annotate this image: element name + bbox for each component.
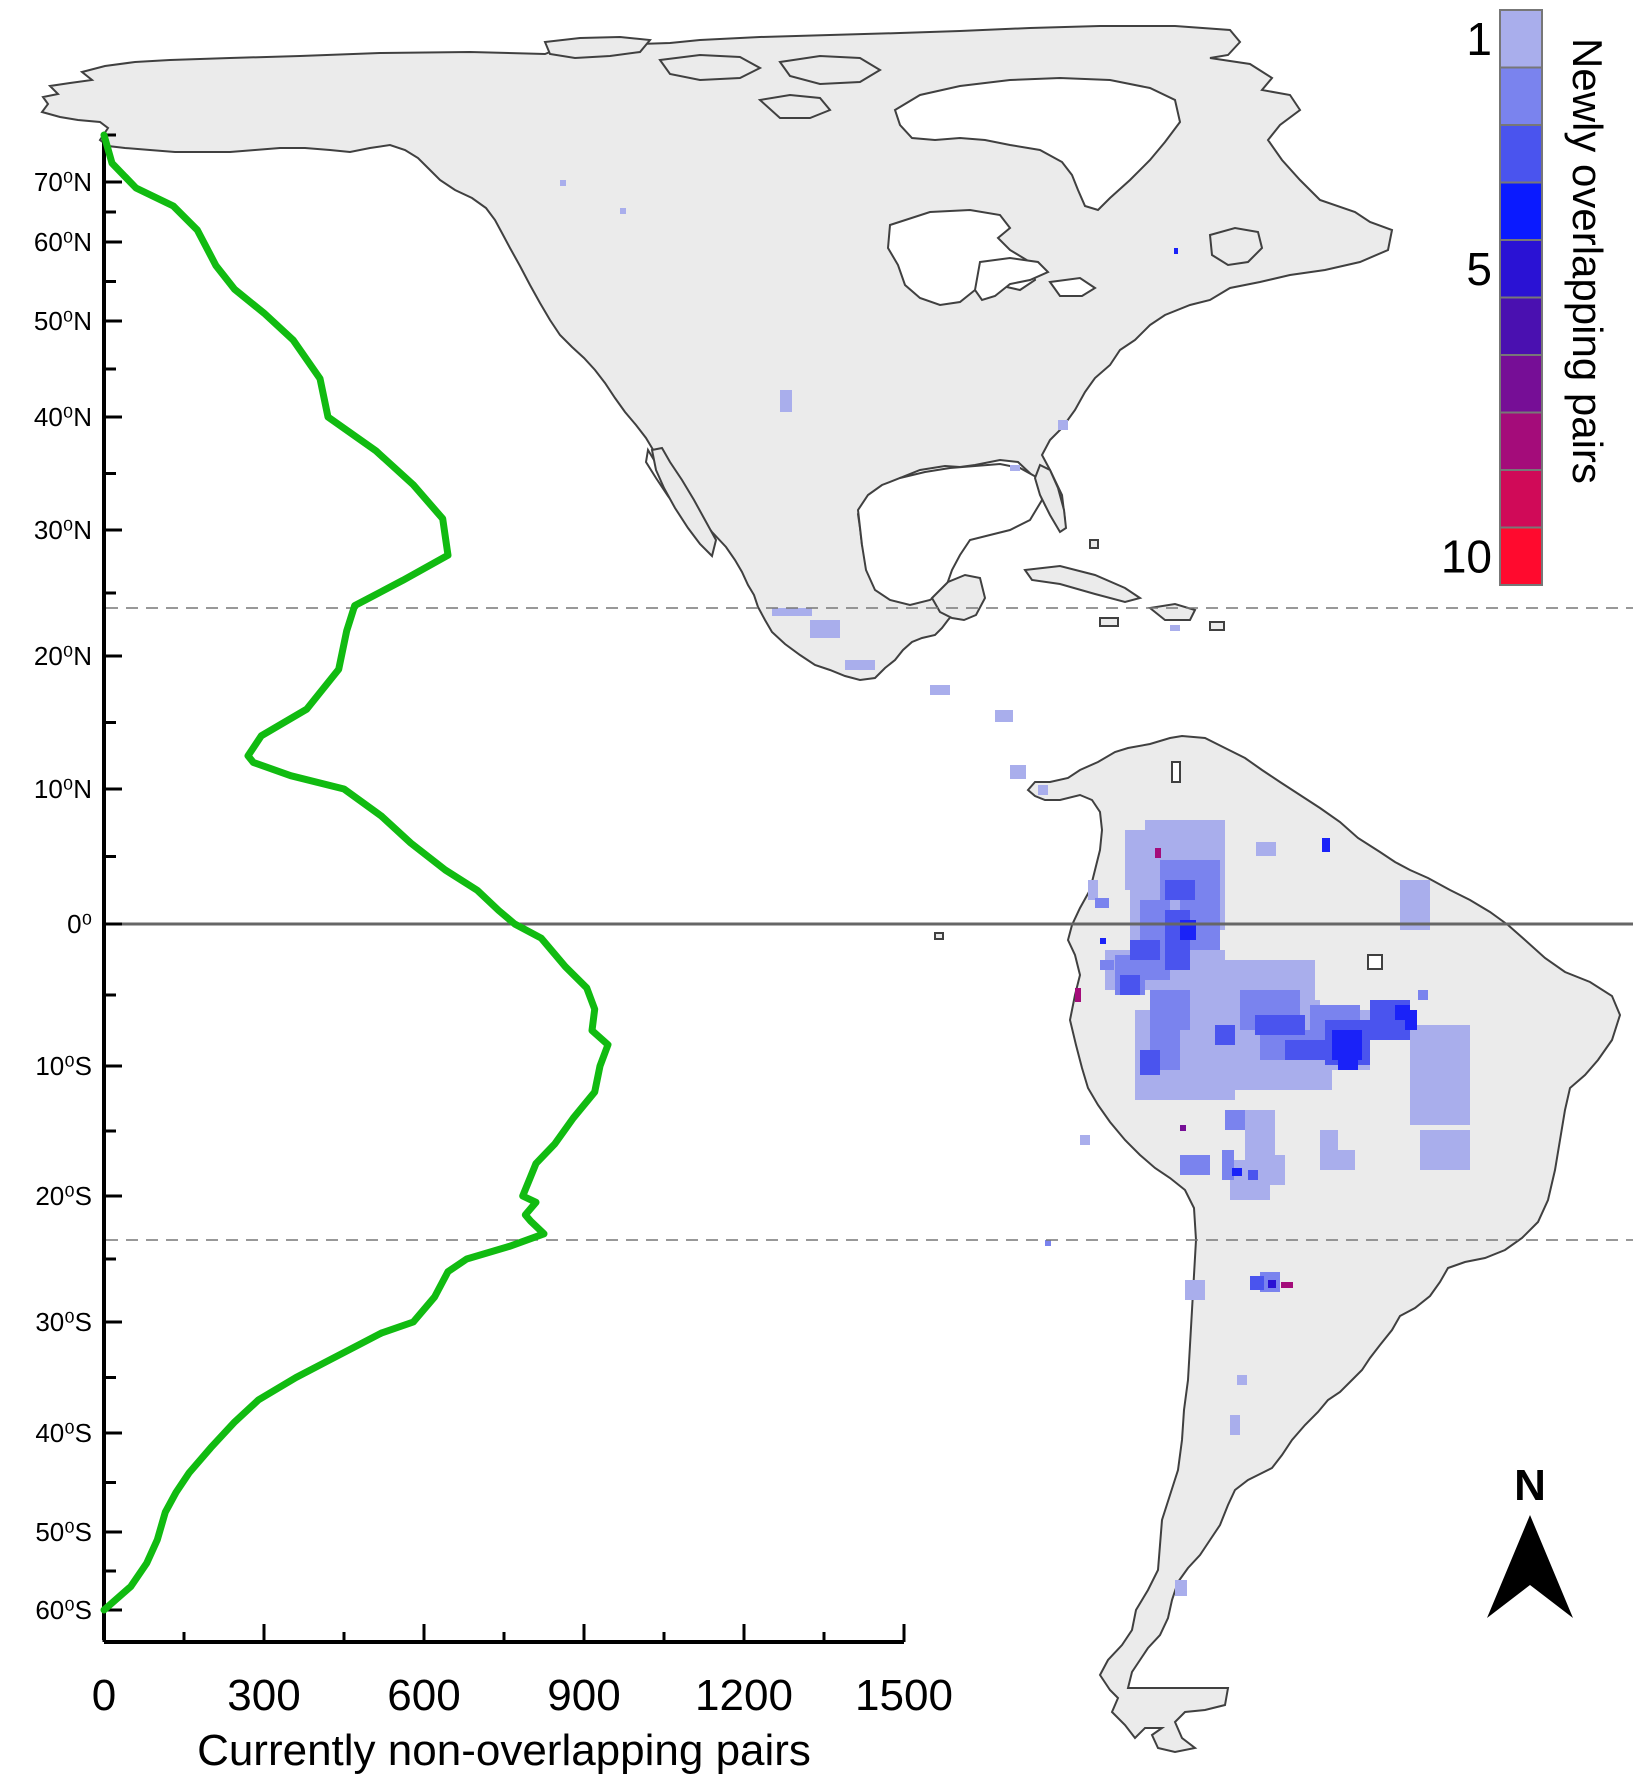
x-tick-label: 0: [92, 1671, 116, 1720]
legend-swatch: [1499, 526, 1543, 586]
x-tick-label: 1500: [855, 1671, 953, 1720]
legend-tick-label: 1: [1466, 13, 1492, 65]
latitude-label: 60⁰N: [34, 227, 92, 257]
newfoundland-island: [1208, 226, 1264, 267]
hispaniola-island: [1147, 602, 1197, 621]
marajo-island: [1367, 954, 1383, 970]
latitude-label: 50⁰N: [34, 306, 92, 336]
legend-swatch: [1499, 469, 1543, 529]
north-label: N: [1514, 1461, 1546, 1510]
arctic-island: [658, 53, 763, 82]
greenland: [893, 76, 1182, 212]
series-line: [100, 131, 612, 1614]
map: [40, 25, 1622, 1754]
latitude-label: 70⁰N: [34, 167, 92, 197]
latitude-label: 20⁰N: [34, 641, 92, 671]
latitude-label: 30⁰N: [34, 515, 92, 545]
north-arrow: N: [1487, 1461, 1573, 1618]
legend-swatch: [1499, 181, 1543, 241]
great-lakes: [973, 256, 1050, 302]
great-lakes: [1048, 276, 1097, 297]
arctic-island: [543, 35, 652, 60]
arctic-island: [757, 93, 832, 119]
north-arrow-icon: [1487, 1515, 1573, 1618]
latitude-label: 0⁰: [67, 909, 92, 939]
cuba-island: [1023, 564, 1143, 604]
south-america-landmass: [1026, 734, 1622, 1754]
latitude-label: 50⁰S: [35, 1517, 92, 1547]
florida-peninsula: [1033, 463, 1068, 534]
latitude-label: 40⁰S: [35, 1418, 92, 1448]
legend-swatch: [1499, 9, 1543, 69]
gulf-of-mexico: [856, 462, 1044, 607]
latitude-label: 60⁰S: [35, 1595, 92, 1625]
puerto-rico-island: [1209, 621, 1225, 631]
legend-title: Newly overlapping pairs: [1564, 38, 1611, 484]
x-axis: 0 300 600 900 1200 1500: [92, 1624, 953, 1720]
legend-swatch: [1499, 354, 1543, 414]
latitude-axis: 70⁰N 60⁰N 50⁰N 40⁰N 30⁰N 20⁰N 10⁰N 0⁰ 10⁰S 20⁰S 30…: [34, 133, 122, 1640]
latitude-label: 30⁰S: [35, 1307, 92, 1337]
legend-tick-label: 5: [1466, 243, 1492, 295]
x-tick-label: 300: [227, 1671, 300, 1720]
legend-swatch: [1499, 66, 1543, 126]
line-chart: [100, 131, 612, 1614]
x-tick-label: 1200: [695, 1671, 793, 1720]
jamaica-island: [1099, 617, 1119, 627]
arctic-island: [778, 54, 882, 86]
trinidad-island: [1171, 761, 1181, 783]
latitude-label: 10⁰S: [35, 1051, 92, 1081]
x-tick-label: 900: [547, 1671, 620, 1720]
galapagos-island: [934, 932, 944, 940]
x-axis-title: Currently non-overlapping pairs: [197, 1726, 811, 1775]
overlap-cells: [560, 180, 1470, 1596]
baja-california: [650, 446, 718, 558]
latitude-label: 20⁰S: [35, 1181, 92, 1211]
legend-swatch: [1499, 239, 1543, 299]
legend-swatch: [1499, 411, 1543, 471]
latitude-label: 10⁰N: [34, 774, 92, 804]
legend-swatch: [1499, 296, 1543, 356]
x-tick-label: 600: [387, 1671, 460, 1720]
legend-swatch: [1499, 124, 1543, 184]
north-america-landmass: [40, 25, 1394, 682]
legend-tick-label: 10: [1441, 530, 1492, 582]
bahamas-island: [1089, 539, 1099, 549]
latitude-label: 40⁰N: [34, 402, 92, 432]
